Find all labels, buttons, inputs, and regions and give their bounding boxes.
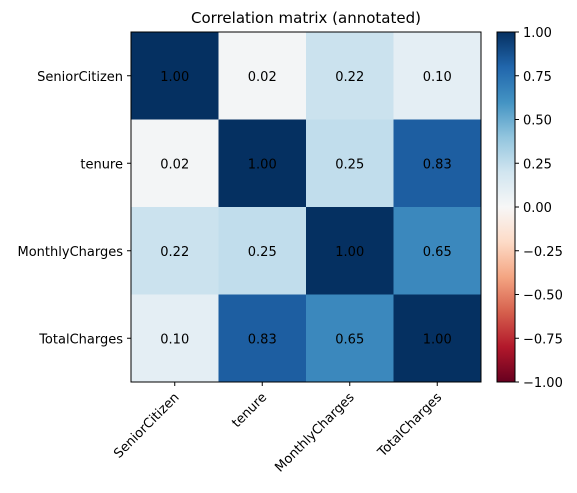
y-tick-label-1: tenure: [80, 157, 123, 172]
heatmap-cell-3-2: [306, 294, 394, 383]
y-tick-label-3: TotalCharges: [38, 332, 123, 347]
heatmap-cell-1-3: [393, 119, 482, 208]
x-axis: SeniorCitizen tenure MonthlyCharges TotalCh…: [111, 382, 445, 475]
heatmap-cell-0-2: [306, 32, 394, 120]
colorbar-tick-label-7: −0.75: [523, 332, 563, 347]
colorbar-tick-label-3: 0.25: [523, 157, 552, 172]
cell-annotation-3-1: 0.83: [248, 332, 277, 347]
heatmap-annotations: 1.00 0.02 0.22 0.10 0.02 1.00 0.25 0.83 0.22 0.25…: [160, 70, 451, 348]
heatmap-cell-0-1: [218, 32, 307, 120]
cell-annotation-2-2: 1.00: [335, 245, 364, 260]
colorbar-tick-label-8: −1.00: [523, 376, 563, 391]
heatmap-cell-2-3: [393, 207, 482, 295]
plot-frame: [130, 31, 482, 383]
colorbar-tick-label-5: −0.25: [523, 245, 563, 260]
heatmap-cells: [131, 32, 482, 383]
x-tick-label-0: SeniorCitizen: [111, 390, 182, 461]
heatmap-cell-2-0: [131, 207, 219, 295]
colorbar-tick-label-2: 0.50: [523, 114, 552, 129]
heatmap-cell-1-2: [306, 119, 394, 208]
heatmap-cell-0-0: [131, 32, 219, 120]
heatmap-cell-0-3: [393, 32, 482, 120]
heatmap-cell-3-1: [218, 294, 307, 383]
cell-annotation-3-3: 1.00: [423, 332, 452, 347]
cell-annotation-1-1: 1.00: [248, 157, 277, 172]
y-tick-label-2: MonthlyCharges: [18, 245, 124, 260]
heatmap-cell-3-0: [131, 294, 219, 383]
heatmap-cell-2-2: [306, 207, 394, 295]
colorbar-tick-label-0: 1.00: [523, 26, 552, 41]
chart-title: Correlation matrix (annotated): [191, 9, 421, 27]
cell-annotation-1-0: 0.02: [160, 157, 189, 172]
cell-annotation-0-3: 0.10: [423, 70, 452, 85]
colorbar-tick-label-1: 0.75: [523, 70, 552, 85]
colorbar-tick-label-4: 0.00: [523, 201, 552, 216]
cell-annotation-3-2: 0.65: [335, 332, 364, 347]
heatmap-cell-1-1: [218, 119, 307, 208]
cell-annotation-3-0: 0.10: [160, 332, 189, 347]
x-tick-label-1: tenure: [229, 390, 270, 431]
cell-annotation-1-2: 0.25: [335, 157, 364, 172]
cell-annotation-2-1: 0.25: [248, 245, 277, 260]
heatmap-cell-1-0: [131, 119, 219, 208]
x-tick-label-3: TotalCharges: [375, 390, 446, 461]
heatmap-cell-2-1: [218, 207, 307, 295]
colorbar-ticks: 1.00 0.75 0.50 0.25 0.00 −0.25 −0.50 −0.75 −1.00: [515, 26, 563, 391]
cell-annotation-0-2: 0.22: [335, 70, 364, 85]
cell-annotation-0-1: 0.02: [248, 70, 277, 85]
cell-annotation-1-3: 0.83: [423, 157, 452, 172]
colorbar: [496, 31, 516, 383]
x-tick-label-2: MonthlyCharges: [272, 390, 357, 475]
heatmap-cell-3-3: [393, 294, 482, 383]
cell-annotation-0-0: 1.00: [160, 70, 189, 85]
y-tick-label-0: SeniorCitizen: [37, 70, 123, 85]
colorbar-tick-label-6: −0.50: [523, 289, 563, 304]
y-axis: SeniorCitizen tenure MonthlyCharges TotalCh…: [18, 70, 131, 347]
cell-annotation-2-3: 0.65: [423, 245, 452, 260]
cell-annotation-2-0: 0.22: [160, 245, 189, 260]
